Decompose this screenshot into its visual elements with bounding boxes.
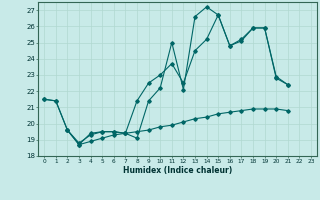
X-axis label: Humidex (Indice chaleur): Humidex (Indice chaleur): [123, 166, 232, 175]
